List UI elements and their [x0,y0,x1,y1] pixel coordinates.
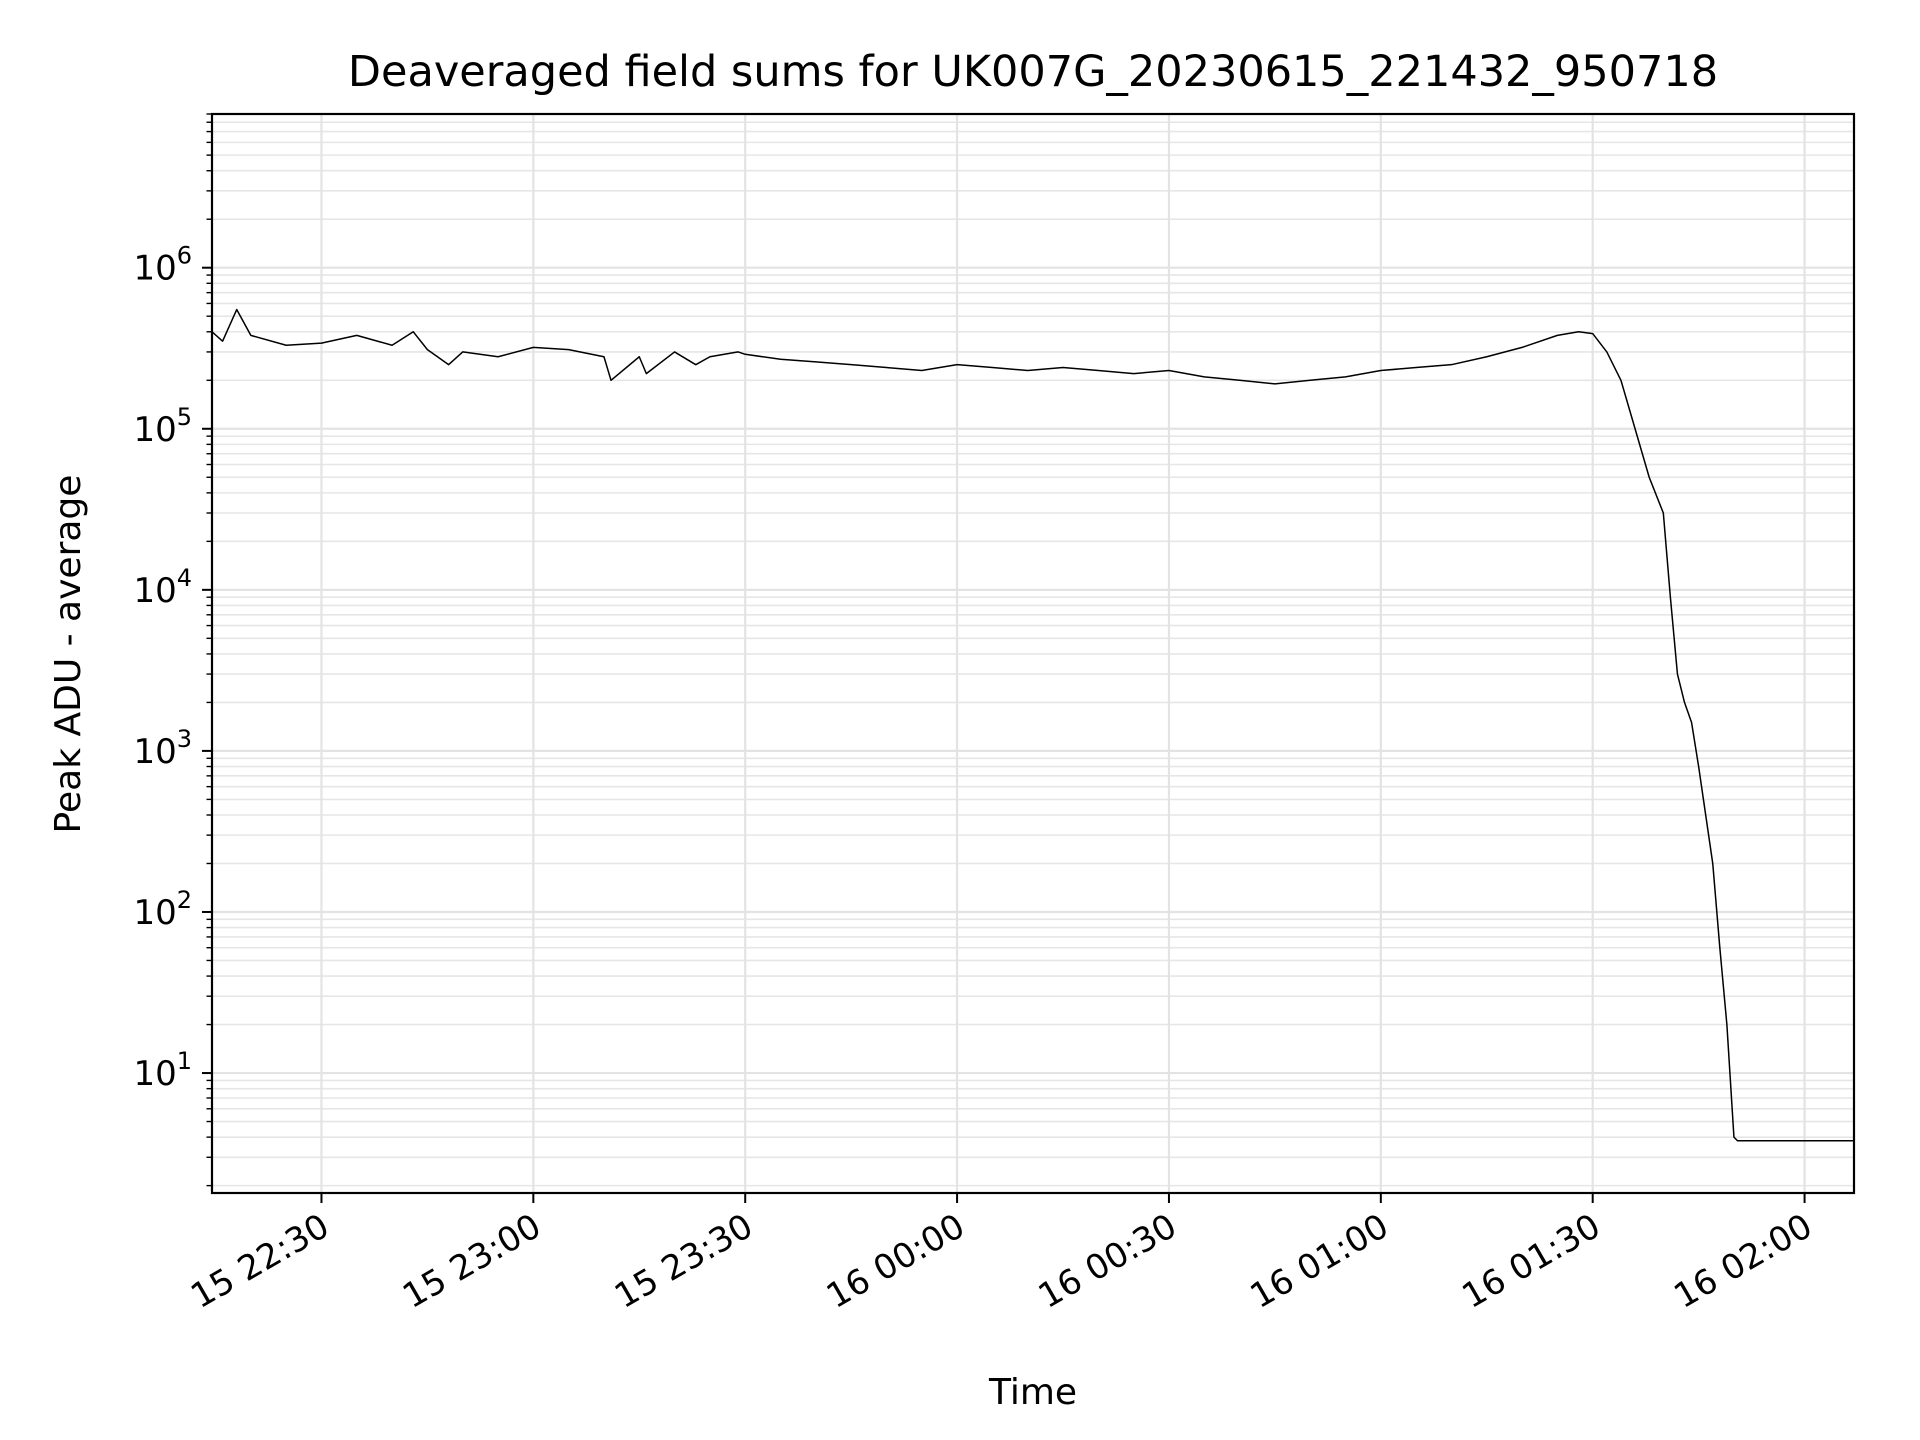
y-tick-label: 106 [133,242,192,289]
y-tick-label: 102 [133,886,192,933]
y-tick-label: 104 [133,564,192,611]
y-tick-label: 103 [133,725,192,772]
chart-title: Deaveraged field sums for UK007G_2023061… [348,47,1718,97]
y-tick-label: 105 [133,403,192,450]
x-axis-title: Time [988,1372,1077,1413]
series-layer [212,308,1854,1142]
y-tick-label: 101 [133,1047,192,1094]
y-axis-title: Peak ADU - average [48,475,89,834]
minor-gridlines [212,113,1854,1187]
major-gridlines [212,114,1854,1193]
series-line [212,308,1854,1142]
